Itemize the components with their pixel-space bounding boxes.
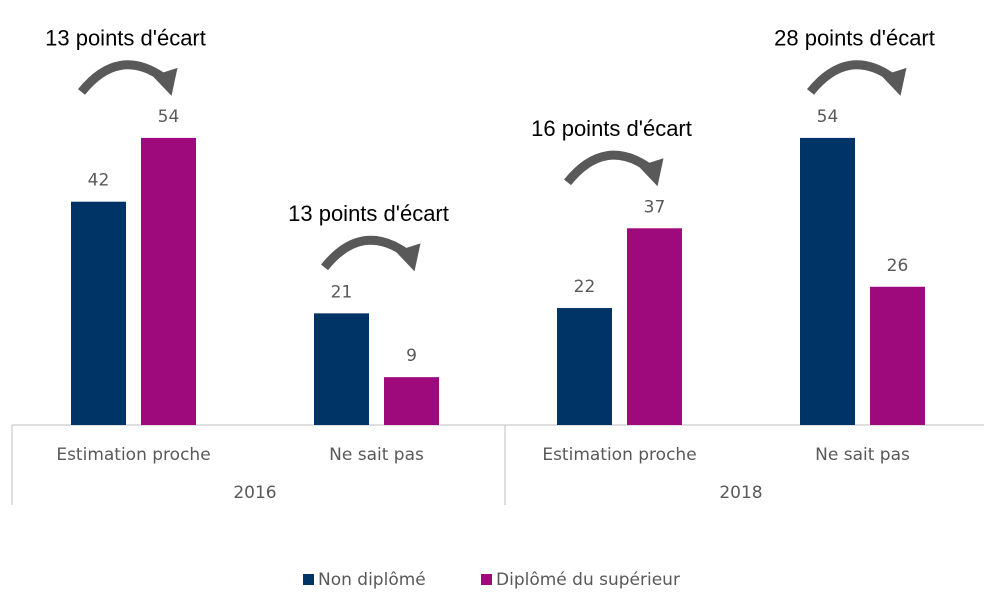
x-tick-label: Ne sait pas xyxy=(815,445,910,465)
x-tick-label: Estimation proche xyxy=(56,445,210,465)
arrow-head xyxy=(638,158,664,187)
data-label: 9 xyxy=(406,346,417,366)
arrow xyxy=(563,150,653,186)
legend-swatch xyxy=(481,574,492,585)
data-label: 21 xyxy=(331,282,353,302)
arrow-head xyxy=(152,67,178,96)
annotation: 16 points d'écart xyxy=(531,116,692,141)
annotation: 28 points d'écart xyxy=(774,26,935,51)
legend-swatch xyxy=(303,574,314,585)
data-label: 54 xyxy=(158,107,180,127)
arrow xyxy=(806,60,896,95)
legend-label: Diplômé du supérieur xyxy=(496,570,680,590)
bar xyxy=(557,308,612,425)
bar xyxy=(870,286,925,425)
data-label: 37 xyxy=(644,197,666,217)
arrow xyxy=(77,60,167,95)
bar xyxy=(314,313,369,425)
annotation: 13 points d'écart xyxy=(288,201,449,226)
bar xyxy=(384,377,439,425)
data-label: 22 xyxy=(574,277,596,297)
x-tick-label: Estimation proche xyxy=(542,445,696,465)
group-label: 2016 xyxy=(233,483,276,503)
data-label: 54 xyxy=(817,107,839,127)
data-label: 26 xyxy=(887,256,909,276)
bar xyxy=(71,201,126,425)
arrow-head xyxy=(881,67,907,96)
data-label: 42 xyxy=(88,171,110,191)
x-tick-label: Ne sait pas xyxy=(329,445,424,465)
group-label: 2018 xyxy=(719,483,762,503)
bar xyxy=(627,228,682,425)
arrow xyxy=(320,235,410,271)
bar xyxy=(800,137,855,425)
annotation: 13 points d'écart xyxy=(45,26,206,51)
bar xyxy=(141,137,196,425)
arrow-head xyxy=(395,243,421,272)
legend-label: Non diplômé xyxy=(318,570,426,590)
